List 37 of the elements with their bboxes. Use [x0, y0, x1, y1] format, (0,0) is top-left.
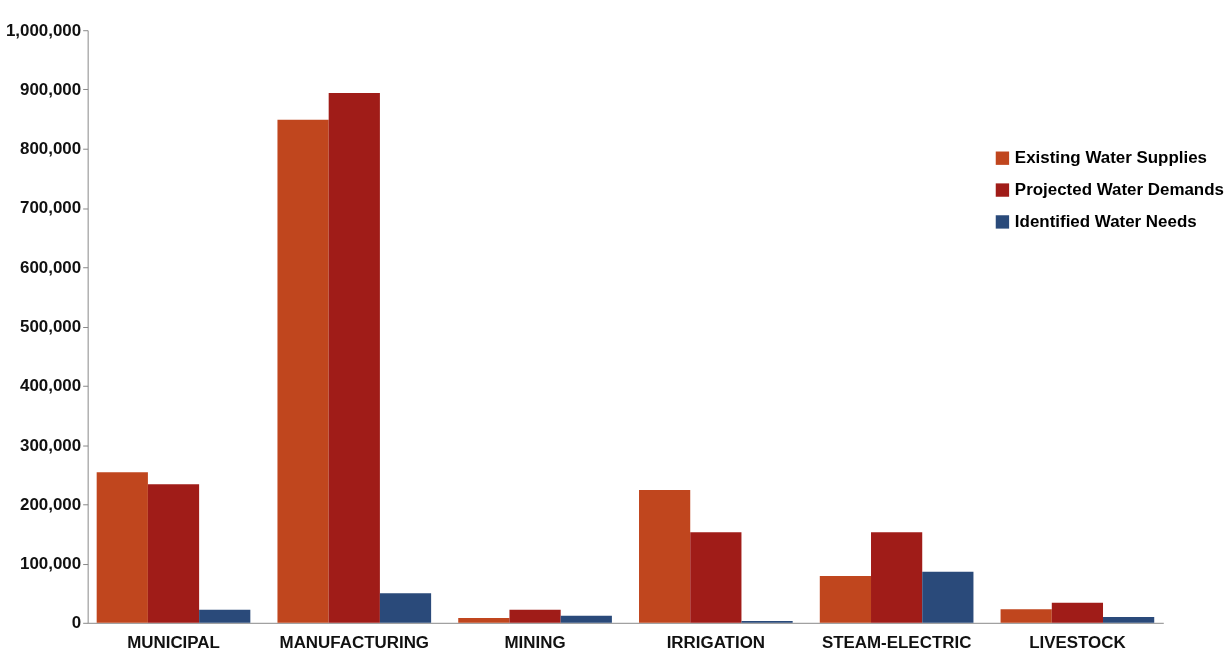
y-tick-label: 300,000 [20, 435, 82, 455]
bar [1051, 602, 1104, 623]
y-tick-label: 800,000 [20, 139, 82, 159]
y-tick-label: 0 [71, 613, 82, 633]
y-tick-label: 900,000 [20, 79, 82, 99]
y-tick-label: 500,000 [20, 316, 82, 336]
x-tick-label: IRRIGATION [666, 633, 766, 653]
bar [379, 593, 432, 623]
y-tick-label: 700,000 [20, 198, 82, 218]
bar [458, 618, 510, 623]
x-tick-label: STEAM-ELECTRIC [821, 633, 972, 653]
bar [277, 119, 329, 623]
y-tick-label: 400,000 [20, 376, 82, 396]
bar [199, 609, 251, 623]
legend-label: Projected Water Demands [1014, 180, 1224, 200]
x-tick-label: MUNICIPAL [127, 633, 220, 653]
x-tick-label: MINING [504, 633, 566, 653]
legend-label: Identified Water Needs [1014, 211, 1197, 231]
bar [639, 490, 691, 623]
y-tick-label: 100,000 [20, 554, 82, 574]
bar [922, 571, 974, 623]
bar [871, 532, 923, 623]
y-tick-label: 600,000 [20, 257, 82, 277]
legend-label: Existing Water Supplies [1014, 148, 1208, 168]
bar [560, 615, 612, 623]
bar [509, 609, 561, 623]
bar [1103, 616, 1155, 623]
bar [147, 484, 200, 623]
bar [96, 472, 148, 623]
bar [1000, 609, 1052, 623]
x-tick-label: LIVESTOCK [1029, 633, 1127, 653]
bar [819, 575, 872, 623]
y-tick-label: 1,000,000 [5, 20, 82, 40]
x-tick-label: MANUFACTURING [279, 633, 430, 653]
bar [690, 532, 742, 623]
bar [328, 93, 380, 623]
y-tick-label: 200,000 [20, 494, 82, 514]
